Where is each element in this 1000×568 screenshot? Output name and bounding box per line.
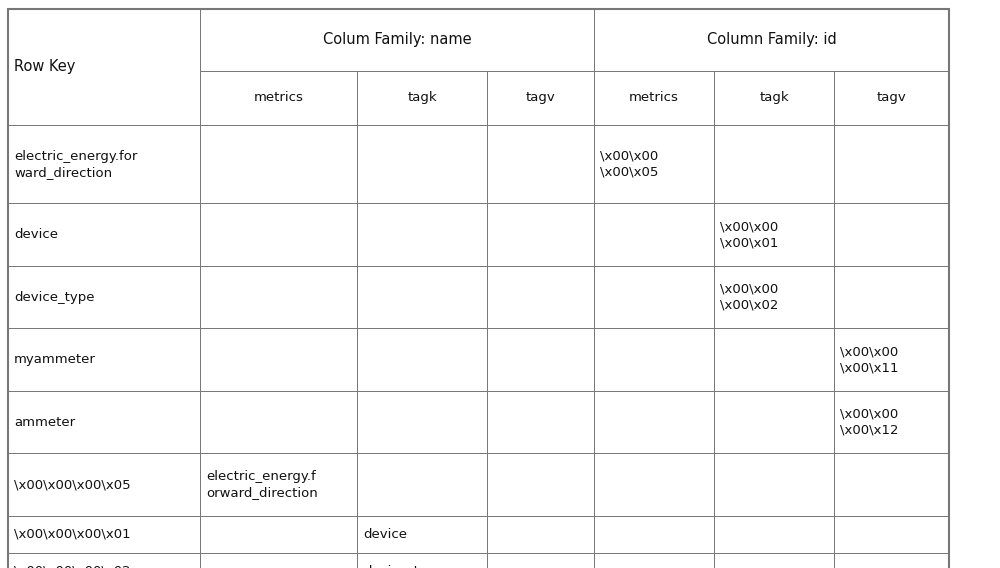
Bar: [8, 516, 200, 553]
Bar: [200, 328, 357, 391]
Bar: [594, 9, 949, 71]
Bar: [200, 125, 357, 203]
Bar: [357, 203, 487, 266]
Bar: [834, 453, 949, 516]
Bar: [8, 125, 200, 203]
Text: device_type: device_type: [363, 565, 444, 568]
Bar: [200, 453, 357, 516]
Bar: [834, 266, 949, 328]
Text: metrics: metrics: [254, 91, 303, 105]
Text: myammeter: myammeter: [14, 353, 96, 366]
Text: Column Family: id: Column Family: id: [707, 32, 836, 47]
Bar: [487, 516, 594, 553]
Bar: [714, 71, 834, 125]
Bar: [357, 516, 487, 553]
Bar: [487, 71, 594, 125]
Bar: [357, 266, 487, 328]
Bar: [487, 391, 594, 453]
Text: device_type: device_type: [14, 291, 94, 303]
Bar: [357, 453, 487, 516]
Bar: [200, 553, 357, 568]
Bar: [714, 266, 834, 328]
Bar: [714, 391, 834, 453]
Text: \x00\x00
\x00\x02: \x00\x00 \x00\x02: [720, 282, 778, 312]
Bar: [200, 391, 357, 453]
Bar: [594, 266, 714, 328]
Bar: [714, 125, 834, 203]
Bar: [714, 328, 834, 391]
Text: \x00\x00
\x00\x11: \x00\x00 \x00\x11: [840, 345, 898, 374]
Bar: [594, 553, 714, 568]
Bar: [714, 203, 834, 266]
Bar: [357, 125, 487, 203]
Text: tagk: tagk: [407, 91, 437, 105]
Bar: [487, 453, 594, 516]
Bar: [200, 516, 357, 553]
Bar: [834, 125, 949, 203]
Bar: [8, 266, 200, 328]
Bar: [594, 453, 714, 516]
Bar: [200, 71, 357, 125]
Bar: [8, 391, 200, 453]
Bar: [834, 71, 949, 125]
Text: tagv: tagv: [526, 91, 555, 105]
Bar: [8, 9, 200, 125]
Text: tagk: tagk: [759, 91, 789, 105]
Bar: [8, 553, 200, 568]
Bar: [487, 328, 594, 391]
Bar: [200, 203, 357, 266]
Bar: [487, 553, 594, 568]
Bar: [594, 203, 714, 266]
Text: \x00\x00\x00\x05: \x00\x00\x00\x05: [14, 478, 131, 491]
Bar: [487, 266, 594, 328]
Text: electric_energy.for
ward_direction: electric_energy.for ward_direction: [14, 149, 137, 179]
Bar: [357, 391, 487, 453]
Bar: [714, 453, 834, 516]
Bar: [8, 328, 200, 391]
Bar: [834, 516, 949, 553]
Bar: [357, 553, 487, 568]
Bar: [200, 9, 594, 71]
Bar: [834, 203, 949, 266]
Bar: [714, 516, 834, 553]
Text: tagv: tagv: [877, 91, 906, 105]
Bar: [594, 328, 714, 391]
Text: metrics: metrics: [629, 91, 679, 105]
Bar: [834, 328, 949, 391]
Text: device: device: [14, 228, 58, 241]
Bar: [357, 328, 487, 391]
Bar: [357, 71, 487, 125]
Bar: [200, 266, 357, 328]
Text: \x00\x00\x00\x01: \x00\x00\x00\x01: [14, 528, 131, 541]
Bar: [594, 516, 714, 553]
Bar: [487, 125, 594, 203]
Text: \x00\x00
\x00\x01: \x00\x00 \x00\x01: [720, 220, 778, 249]
Bar: [834, 391, 949, 453]
Text: \x00\x00
\x00\x12: \x00\x00 \x00\x12: [840, 407, 898, 437]
Text: Row Key: Row Key: [14, 59, 75, 74]
Bar: [8, 203, 200, 266]
Text: ammeter: ammeter: [14, 416, 75, 428]
Text: \x00\x00\x00\x02: \x00\x00\x00\x02: [14, 565, 131, 568]
Bar: [594, 391, 714, 453]
Text: Colum Family: name: Colum Family: name: [323, 32, 471, 47]
Text: \x00\x00
\x00\x05: \x00\x00 \x00\x05: [600, 149, 658, 179]
Bar: [594, 71, 714, 125]
Bar: [834, 553, 949, 568]
Bar: [714, 553, 834, 568]
Bar: [594, 125, 714, 203]
Text: electric_energy.f
orward_direction: electric_energy.f orward_direction: [206, 470, 318, 499]
Bar: [8, 453, 200, 516]
Text: device: device: [363, 528, 407, 541]
Bar: [487, 203, 594, 266]
